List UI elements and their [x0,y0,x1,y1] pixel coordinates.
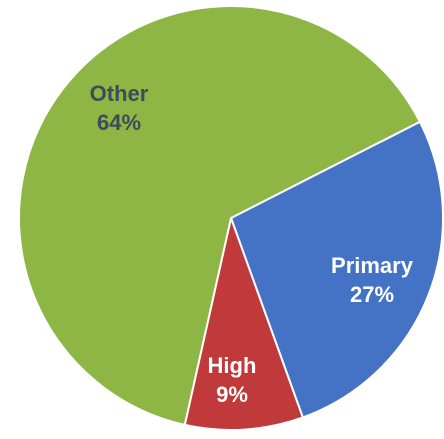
pie-slice-primary [230,120,444,419]
slice-percent-label: 27% [350,282,394,307]
slice-percent-label: 64% [97,110,141,135]
slice-category-label: Other [90,81,149,106]
slice-label-other: Other 64% [90,81,149,135]
slice-label-primary: Primary 27% [331,253,414,307]
pie-labels: Primary 27% High 9% Other 64% [90,81,414,407]
slice-category-label: High [208,353,257,378]
pie-slice-other [18,5,421,426]
pie-slice-high [183,217,304,431]
slice-percent-label: 9% [216,382,248,407]
slice-category-label: Primary [331,253,414,278]
slice-label-high: High 9% [208,353,257,407]
pie-slices [18,5,444,431]
